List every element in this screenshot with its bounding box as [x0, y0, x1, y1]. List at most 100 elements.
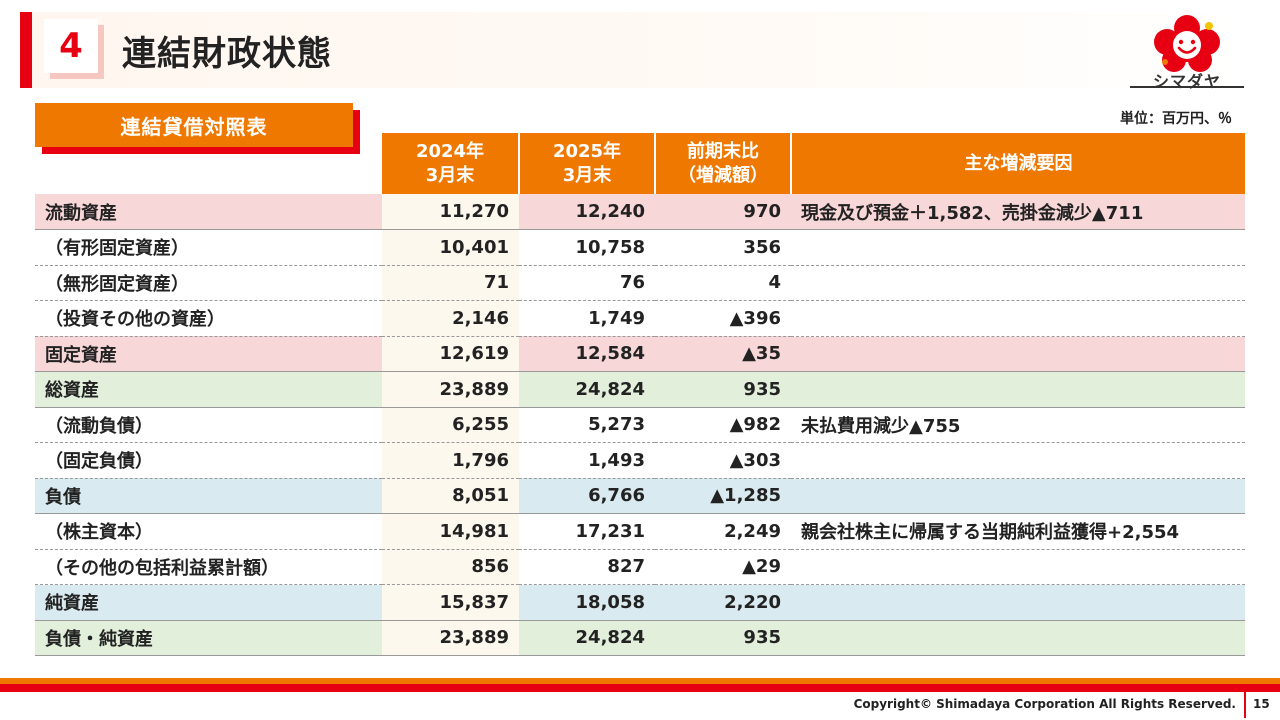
row-label: （有形固定資産） — [35, 229, 382, 266]
table-row: 固定資産 12,619 12,584 ▲35 — [35, 336, 1245, 372]
main-factor — [791, 549, 1245, 585]
value-2025: 24,824 — [519, 620, 655, 656]
row-label: （株主資本） — [35, 513, 382, 550]
value-change: ▲29 — [655, 549, 791, 585]
row-label: 純資産 — [35, 584, 382, 621]
header-accent-bar — [20, 12, 32, 88]
row-label: 負債・純資産 — [35, 620, 382, 656]
table-row: （有形固定資産） 10,401 10,758 356 — [35, 229, 1245, 266]
table-row: 純資産 15,837 18,058 2,220 — [35, 584, 1245, 621]
header-change: 前期末比 （増減額） — [655, 133, 792, 194]
value-change: 4 — [655, 265, 791, 301]
value-2024: 2,146 — [382, 300, 519, 337]
table-row: 負債 8,051 6,766 ▲1,285 — [35, 478, 1245, 514]
table-row: 負債・純資産 23,889 24,824 935 — [35, 620, 1245, 656]
main-factor — [791, 300, 1245, 337]
value-change: 935 — [655, 620, 791, 656]
value-2025: 17,231 — [519, 513, 655, 550]
main-factor — [791, 478, 1245, 514]
main-factor: 親会社株主に帰属する当期純利益獲得+2,554 — [791, 513, 1245, 550]
table-row: （無形固定資産） 71 76 4 — [35, 265, 1245, 301]
table-header-row: 2024年 3月末 2025年 3月末 前期末比 （増減額） 主な増減要因 — [35, 133, 1245, 194]
value-2024: 12,619 — [382, 336, 519, 372]
section-number-box: 4 — [44, 19, 98, 73]
main-factor: 現金及び預金＋1,582、売掛金減少▲711 — [791, 194, 1245, 230]
value-2025: 10,758 — [519, 229, 655, 266]
main-factor — [791, 584, 1245, 621]
value-2025: 827 — [519, 549, 655, 585]
value-2024: 23,889 — [382, 620, 519, 656]
unit-note: 単位：百万円、％ — [1120, 111, 1232, 127]
main-factor — [791, 442, 1245, 479]
balance-sheet-table: 2024年 3月末 2025年 3月末 前期末比 （増減額） 主な増減要因 流動資産 1… — [35, 133, 1245, 656]
main-factor — [791, 229, 1245, 266]
value-2025: 1,493 — [519, 442, 655, 479]
copyright-text: Copyright© Shimadaya Corporation All Rig… — [853, 697, 1236, 711]
footer-red-bar — [0, 684, 1280, 692]
value-2024: 6,255 — [382, 407, 519, 443]
footer-orange-bar — [0, 678, 1280, 684]
value-change: 970 — [655, 194, 791, 230]
header-band — [20, 12, 1245, 88]
main-factor — [791, 336, 1245, 372]
value-2024: 71 — [382, 265, 519, 301]
section-label: 連結貸借対照表 — [35, 103, 353, 147]
table-row: 流動資産 11,270 12,240 970 現金及び預金＋1,582、売掛金減少▲71… — [35, 194, 1245, 230]
value-change: ▲982 — [655, 407, 791, 443]
main-factor — [791, 265, 1245, 301]
main-factor — [791, 620, 1245, 656]
table-body: 流動資産 11,270 12,240 970 現金及び預金＋1,582、売掛金減少▲71… — [35, 194, 1245, 656]
section-number: 4 — [59, 26, 83, 66]
value-change: 356 — [655, 229, 791, 266]
row-label: （無形固定資産） — [35, 265, 382, 301]
value-2024: 11,270 — [382, 194, 519, 230]
value-2024: 856 — [382, 549, 519, 585]
page-title: 連結財政状態 — [122, 34, 332, 74]
value-2024: 8,051 — [382, 478, 519, 514]
value-2025: 24,824 — [519, 371, 655, 408]
row-label: 流動資産 — [35, 194, 382, 230]
value-2024: 23,889 — [382, 371, 519, 408]
header-2025: 2025年 3月末 — [519, 133, 656, 194]
logo-underline — [1130, 86, 1244, 88]
value-2025: 1,749 — [519, 300, 655, 337]
value-2025: 12,240 — [519, 194, 655, 230]
footer-separator — [1244, 692, 1246, 718]
table-row: （投資その他の資産） 2,146 1,749 ▲396 — [35, 300, 1245, 337]
table-row: （その他の包括利益累計額） 856 827 ▲29 — [35, 549, 1245, 585]
value-2025: 18,058 — [519, 584, 655, 621]
value-change: 2,220 — [655, 584, 791, 621]
value-2025: 6,766 — [519, 478, 655, 514]
value-2024: 15,837 — [382, 584, 519, 621]
value-change: ▲1,285 — [655, 478, 791, 514]
table-row: （株主資本） 14,981 17,231 2,249 親会社株主に帰属する当期純利益獲得… — [35, 513, 1245, 550]
main-factor: 未払費用減少▲755 — [791, 407, 1245, 443]
value-2025: 76 — [519, 265, 655, 301]
row-label: （固定負債） — [35, 442, 382, 479]
table-row: 総資産 23,889 24,824 935 — [35, 371, 1245, 408]
value-2025: 12,584 — [519, 336, 655, 372]
value-2025: 5,273 — [519, 407, 655, 443]
row-label: （投資その他の資産） — [35, 300, 382, 337]
row-label: 固定資産 — [35, 336, 382, 372]
value-2024: 1,796 — [382, 442, 519, 479]
value-change: ▲396 — [655, 300, 791, 337]
header-blank-cell — [35, 133, 382, 194]
value-2024: 10,401 — [382, 229, 519, 266]
table-row: （固定負債） 1,796 1,493 ▲303 — [35, 442, 1245, 479]
value-2024: 14,981 — [382, 513, 519, 550]
header-main-factors: 主な増減要因 — [791, 133, 1245, 194]
row-label: 総資産 — [35, 371, 382, 408]
value-change: ▲35 — [655, 336, 791, 372]
value-change: ▲303 — [655, 442, 791, 479]
company-logo: シマダヤ — [1130, 14, 1244, 91]
header-2024: 2024年 3月末 — [382, 133, 520, 194]
row-label: （その他の包括利益累計額） — [35, 549, 382, 585]
page-number: 15 — [1253, 697, 1270, 711]
table-row: （流動負債） 6,255 5,273 ▲982 未払費用減少▲755 — [35, 407, 1245, 443]
value-change: 935 — [655, 371, 791, 408]
value-change: 2,249 — [655, 513, 791, 550]
logo-face-icon — [1154, 15, 1220, 72]
logo-text: シマダヤ — [1152, 72, 1221, 91]
row-label: 負債 — [35, 478, 382, 514]
